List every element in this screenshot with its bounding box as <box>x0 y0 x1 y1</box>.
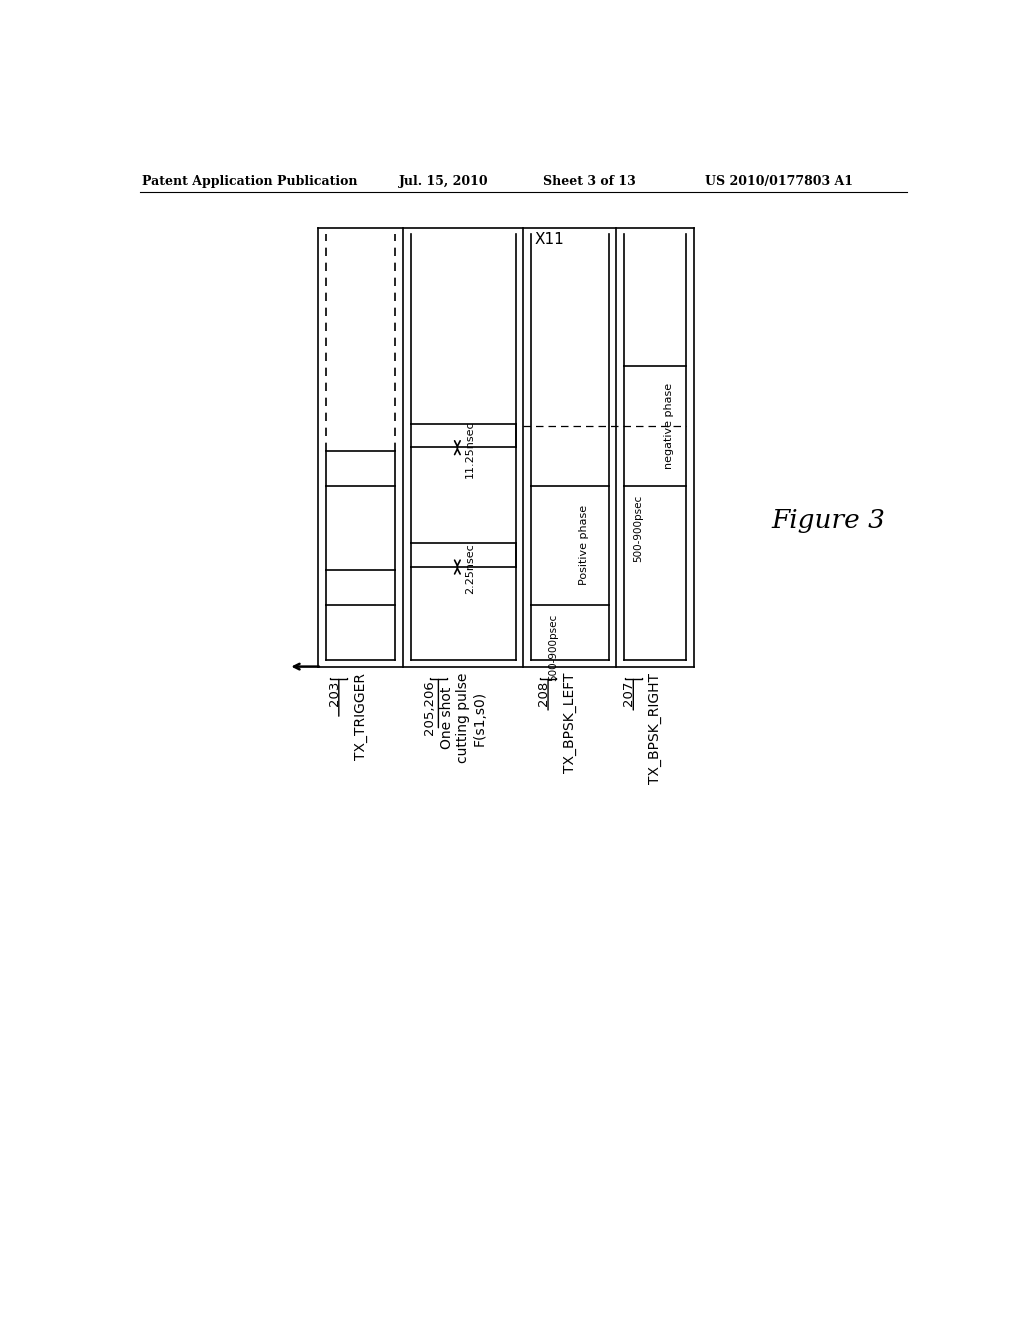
Text: TX_BPSK_LEFT: TX_BPSK_LEFT <box>563 673 577 774</box>
Text: 205,206: 205,206 <box>423 681 436 735</box>
Text: Patent Application Publication: Patent Application Publication <box>142 176 357 189</box>
Text: 2.25nsec: 2.25nsec <box>465 543 475 594</box>
Text: 203: 203 <box>328 681 341 706</box>
Text: TX_TRIGGER: TX_TRIGGER <box>353 673 368 760</box>
Text: US 2010/0177803 A1: US 2010/0177803 A1 <box>706 176 853 189</box>
Text: Sheet 3 of 13: Sheet 3 of 13 <box>543 176 635 189</box>
Text: Jul. 15, 2010: Jul. 15, 2010 <box>399 176 488 189</box>
Text: TX_BPSK_RIGHT: TX_BPSK_RIGHT <box>648 673 662 784</box>
Text: 11.25nsec: 11.25nsec <box>465 420 475 478</box>
Text: negative phase: negative phase <box>665 383 674 469</box>
Text: 500-900psec: 500-900psec <box>633 495 643 562</box>
Text: 207: 207 <box>623 681 636 706</box>
Text: 208: 208 <box>538 681 550 706</box>
Text: Positive phase: Positive phase <box>579 506 589 585</box>
Text: X11: X11 <box>535 231 564 247</box>
Text: One shot
cutting pulse
F(s1,s0): One shot cutting pulse F(s1,s0) <box>440 673 486 763</box>
Text: Figure 3: Figure 3 <box>771 508 885 533</box>
Text: 500-900psec: 500-900psec <box>548 614 558 681</box>
